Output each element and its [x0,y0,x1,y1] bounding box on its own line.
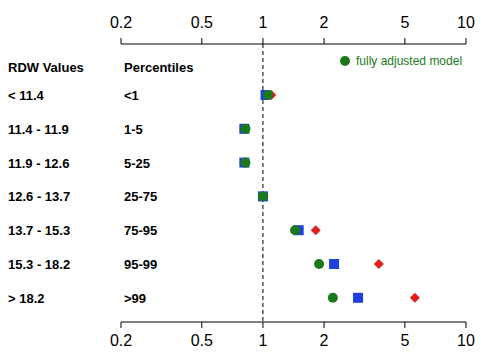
legend-marker [340,56,350,66]
x-tick-label: 1 [258,332,267,349]
point [353,293,363,303]
x-tick-label: 0.2 [110,332,132,349]
column-header: RDW Values [8,60,84,75]
percentile-label: 95-99 [124,257,157,272]
x-axis-line [121,322,466,323]
point [258,191,268,201]
x-tick [404,38,405,44]
x-tick-label: 0.2 [110,14,132,31]
x-tick [121,322,122,328]
legend-label: fully adjusted model [356,54,462,68]
x-tick-label: 2 [320,332,329,349]
point [410,293,420,303]
row-label: < 11.4 [8,88,45,103]
point [240,124,250,134]
x-tick [404,322,405,328]
x-tick-label: 5 [400,332,409,349]
marks [239,90,420,303]
x-axis-line [121,44,466,45]
x-tick [262,322,263,328]
percentile-label: 5-25 [124,156,150,171]
point [314,259,324,269]
x-tick-label: 0.5 [191,332,213,349]
x-tick [466,38,467,44]
point [263,90,273,100]
percentile-label: 75-95 [124,223,157,238]
point [328,293,338,303]
row-label: 11.9 - 12.6 [8,156,69,171]
x-tick-label: 5 [400,14,409,31]
row-label: 13.7 - 15.3 [8,223,70,238]
row-label: 12.6 - 13.7 [8,189,70,204]
x-tick [466,322,467,328]
point [290,225,300,235]
reference-line [262,44,263,322]
x-tick [121,38,122,44]
x-tick-label: 2 [320,14,329,31]
percentile-label: >99 [124,291,146,306]
row-label: 11.4 - 11.9 [8,122,69,137]
x-tick-label: 0.5 [191,14,213,31]
x-tick [324,38,325,44]
percentile-label: <1 [124,88,139,103]
chart: 0.2 0.5 1 2 5 10 0.2 0.5 1 2 5 10 RDW Values Percenti… [0,0,500,361]
x-tick-label: 10 [457,14,475,31]
point [329,259,339,269]
x-tick-label: 10 [457,332,475,349]
x-tick-label: 1 [258,14,267,31]
point [258,191,268,201]
x-tick [201,322,202,328]
point [374,259,384,269]
point [311,225,321,235]
x-tick [262,38,263,44]
percentile-label: 1-5 [124,122,143,137]
point [258,191,268,201]
row-label: 15.3 - 18.2 [8,257,70,272]
column-header: Percentiles [124,60,193,75]
x-tick [324,322,325,328]
row-label: > 18.2 [8,291,45,306]
percentile-label: 25-75 [124,189,157,204]
point [240,158,250,168]
x-tick [201,38,202,44]
